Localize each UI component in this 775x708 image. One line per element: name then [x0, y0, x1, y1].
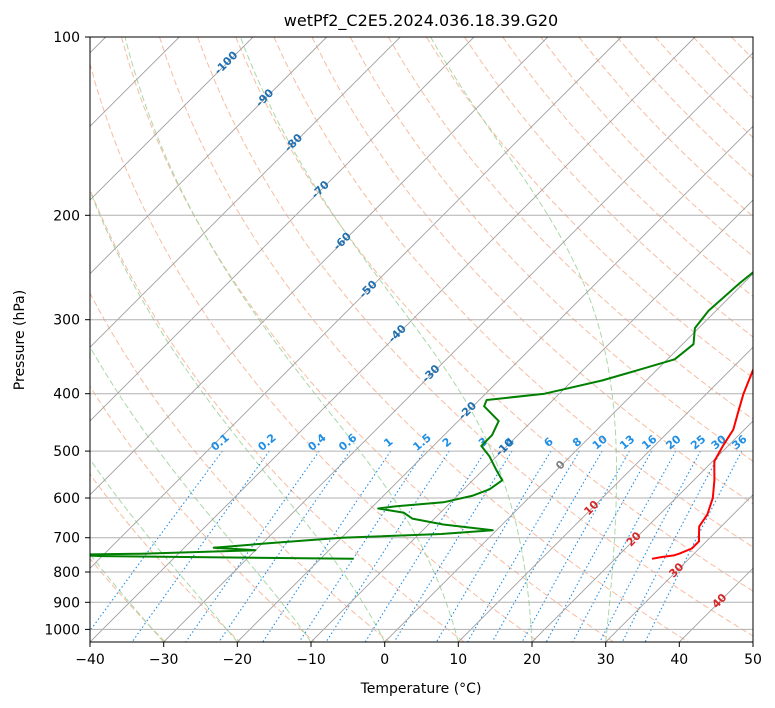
dry-adiabat-line	[235, 37, 753, 592]
isotherm-line	[310, 199, 753, 642]
isotherm-line	[90, 37, 696, 642]
plot-area: 0.1 0.2 0.4 0.6 1 1.5 2 3 4 6 8 10 13 16 20 25 30 36-100-…	[90, 37, 753, 642]
isotherm-line	[90, 37, 254, 201]
mixing-ratio-line	[298, 450, 425, 642]
isotherm-line	[90, 37, 401, 348]
x-axis-label: Temperature (°C)	[360, 681, 482, 697]
moist-adiabat-line	[124, 37, 459, 642]
moist-adiabats	[90, 37, 617, 642]
dewpoint-profile-line	[90, 271, 753, 560]
mixing-ratio-line	[262, 450, 392, 642]
isotherm-line	[457, 346, 753, 642]
isotherm-line	[90, 37, 549, 496]
y-tick-label: 200	[53, 208, 80, 224]
x-tick-label: 0	[380, 652, 389, 668]
isotherm-line	[90, 37, 475, 422]
y-tick-label: 600	[53, 491, 80, 507]
y-tick-label: 500	[53, 444, 80, 460]
x-tick-label: −30	[149, 652, 179, 668]
isotherm-line	[531, 420, 753, 642]
y-tick-label: 400	[53, 387, 80, 403]
isotherm-line	[605, 494, 753, 642]
dry-adiabat-line	[90, 385, 316, 642]
mixing-ratio-line	[572, 450, 677, 642]
x-tick-label: 20	[523, 652, 541, 668]
mixing-ratio-line	[491, 450, 603, 642]
mixing-ratio-line	[521, 450, 630, 642]
isotherms	[90, 37, 753, 642]
mixing-ratio-line	[621, 450, 722, 642]
y-tick-label: 900	[53, 595, 80, 611]
y-tick-label: 800	[53, 565, 80, 581]
dry-adiabat-line	[311, 37, 753, 505]
mixing-ratio-line	[545, 450, 653, 642]
isotherm-line	[90, 37, 622, 569]
x-axis: −40 −30 −20 −10 0 10 20 30 40 50	[75, 642, 762, 668]
dry-adiabat-line	[387, 37, 753, 420]
x-tick-label: 50	[744, 652, 762, 668]
x-tick-label: 10	[449, 652, 467, 668]
dry-adiabat-line	[425, 37, 753, 379]
isotherm-line	[236, 125, 753, 642]
moist-adiabat-line	[90, 189, 386, 642]
dry-adiabat-line	[273, 37, 753, 548]
mixing-ratio-line	[599, 450, 701, 642]
x-tick-label: 40	[670, 652, 688, 668]
y-axis-label: Pressure (hPa)	[12, 290, 28, 390]
mixing-ratio-line	[185, 450, 320, 642]
pressure-gridlines	[90, 37, 753, 630]
dry-adiabat-line	[120, 37, 615, 642]
moist-adiabat-line	[239, 37, 533, 642]
mixing-ratio-lines	[90, 450, 743, 642]
isotherm-line	[163, 52, 753, 642]
dry-adiabat-line	[349, 37, 753, 462]
mixing-ratio-line	[644, 450, 743, 642]
plot-frame	[89, 36, 754, 643]
isotherm-line	[384, 273, 753, 642]
y-tick-label: 700	[53, 531, 80, 547]
x-tick-label: −20	[223, 652, 253, 668]
mixing-ratio-line	[90, 450, 223, 632]
moist-adiabat-line	[90, 553, 165, 642]
y-axis: 100 200 300 400 500 600 700 800 900 1000	[44, 30, 90, 638]
chart-title: wetPf2_C2E5.2024.036.18.39.G20	[284, 11, 558, 31]
y-tick-label: 300	[53, 313, 80, 329]
moist-adiabat-line	[430, 37, 617, 642]
mixing-ratio-line	[218, 450, 351, 642]
sounding-profiles	[90, 271, 753, 560]
x-tick-label: −40	[75, 652, 105, 668]
x-tick-label: 30	[597, 652, 615, 668]
y-tick-label: 100	[53, 30, 80, 46]
moist-adiabat-line	[90, 345, 312, 642]
moist-adiabat-line	[90, 458, 238, 642]
x-tick-label: −10	[296, 652, 326, 668]
isotherm-line	[90, 37, 328, 275]
y-tick-label: 1000	[44, 622, 80, 638]
temperature-profile-line	[651, 367, 753, 560]
